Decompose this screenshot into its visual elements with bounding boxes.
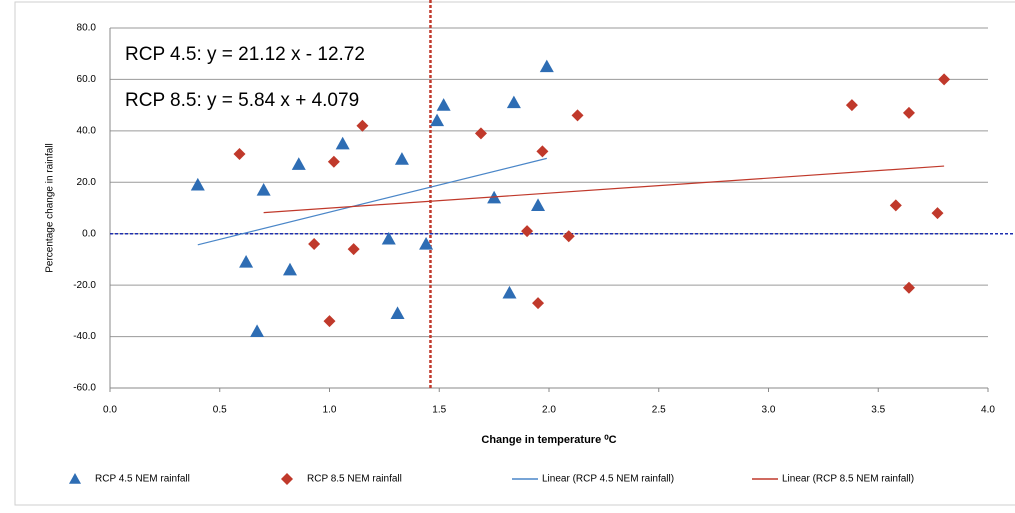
y-axis-title: Percentage change in rainfall [45,143,56,273]
point [436,98,451,111]
point [532,297,545,310]
point [902,281,915,294]
x-tick-label: 2.5 [652,405,666,416]
point [931,207,944,220]
legend-label: Linear (RCP 4.5 NEM rainfall) [542,474,674,485]
point [938,73,951,86]
x-tick-label: 1.5 [432,405,446,416]
legend-label: Linear (RCP 8.5 NEM rainfall) [782,474,914,485]
y-tick-label: -20.0 [73,280,96,291]
x-tick-label: 0.0 [103,405,117,416]
point [327,155,340,168]
point [474,127,487,140]
point [902,106,915,119]
annotation: RCP 4.5: y = 21.12 x - 12.72 [125,44,365,65]
x-tick-label: 2.0 [542,405,556,416]
annotation: RCP 8.5: y = 5.84 x + 4.079 [125,90,359,111]
frame [14,1,1015,506]
y-tick-label: 0.0 [82,228,96,239]
point [430,113,445,127]
point [889,199,902,212]
point [239,255,254,268]
point [356,119,369,132]
point [291,157,306,170]
point [562,230,575,243]
point [190,177,205,191]
point [390,306,405,320]
point [536,145,549,158]
point [282,262,297,276]
x-tick-label: 0.5 [213,405,227,416]
x-axis-title: Change in temperature ⁰C [481,434,616,446]
point [506,95,521,109]
point [347,243,360,256]
point [323,315,336,328]
point [394,152,409,165]
point [256,183,271,196]
point [521,225,534,238]
point [308,238,321,250]
point [233,148,246,160]
trend-line [263,165,945,214]
point [419,237,434,250]
legend-label: RCP 4.5 NEM rainfall [95,474,190,485]
point [381,231,396,245]
y-tick-label: 80.0 [77,23,97,34]
legend-marker [69,473,81,484]
x-tick-label: 3.0 [762,405,776,416]
y-tick-label: -40.0 [73,331,96,342]
point [335,136,350,150]
y-tick-label: 60.0 [77,74,97,85]
point [531,198,546,212]
x-tick-label: 1.0 [323,405,337,416]
y-tick-label: 40.0 [77,125,97,136]
legend-marker [281,473,293,485]
legend-label: RCP 8.5 NEM rainfall [307,474,402,485]
point [502,285,517,299]
point [250,324,265,338]
trend-line [197,157,547,246]
point [845,99,858,112]
y-tick-label: 20.0 [77,177,97,188]
point [571,109,584,122]
y-tick-label: -60.0 [73,383,96,394]
x-tick-label: 3.5 [871,405,885,416]
x-tick-label: 4.0 [981,405,995,416]
point [539,59,554,73]
